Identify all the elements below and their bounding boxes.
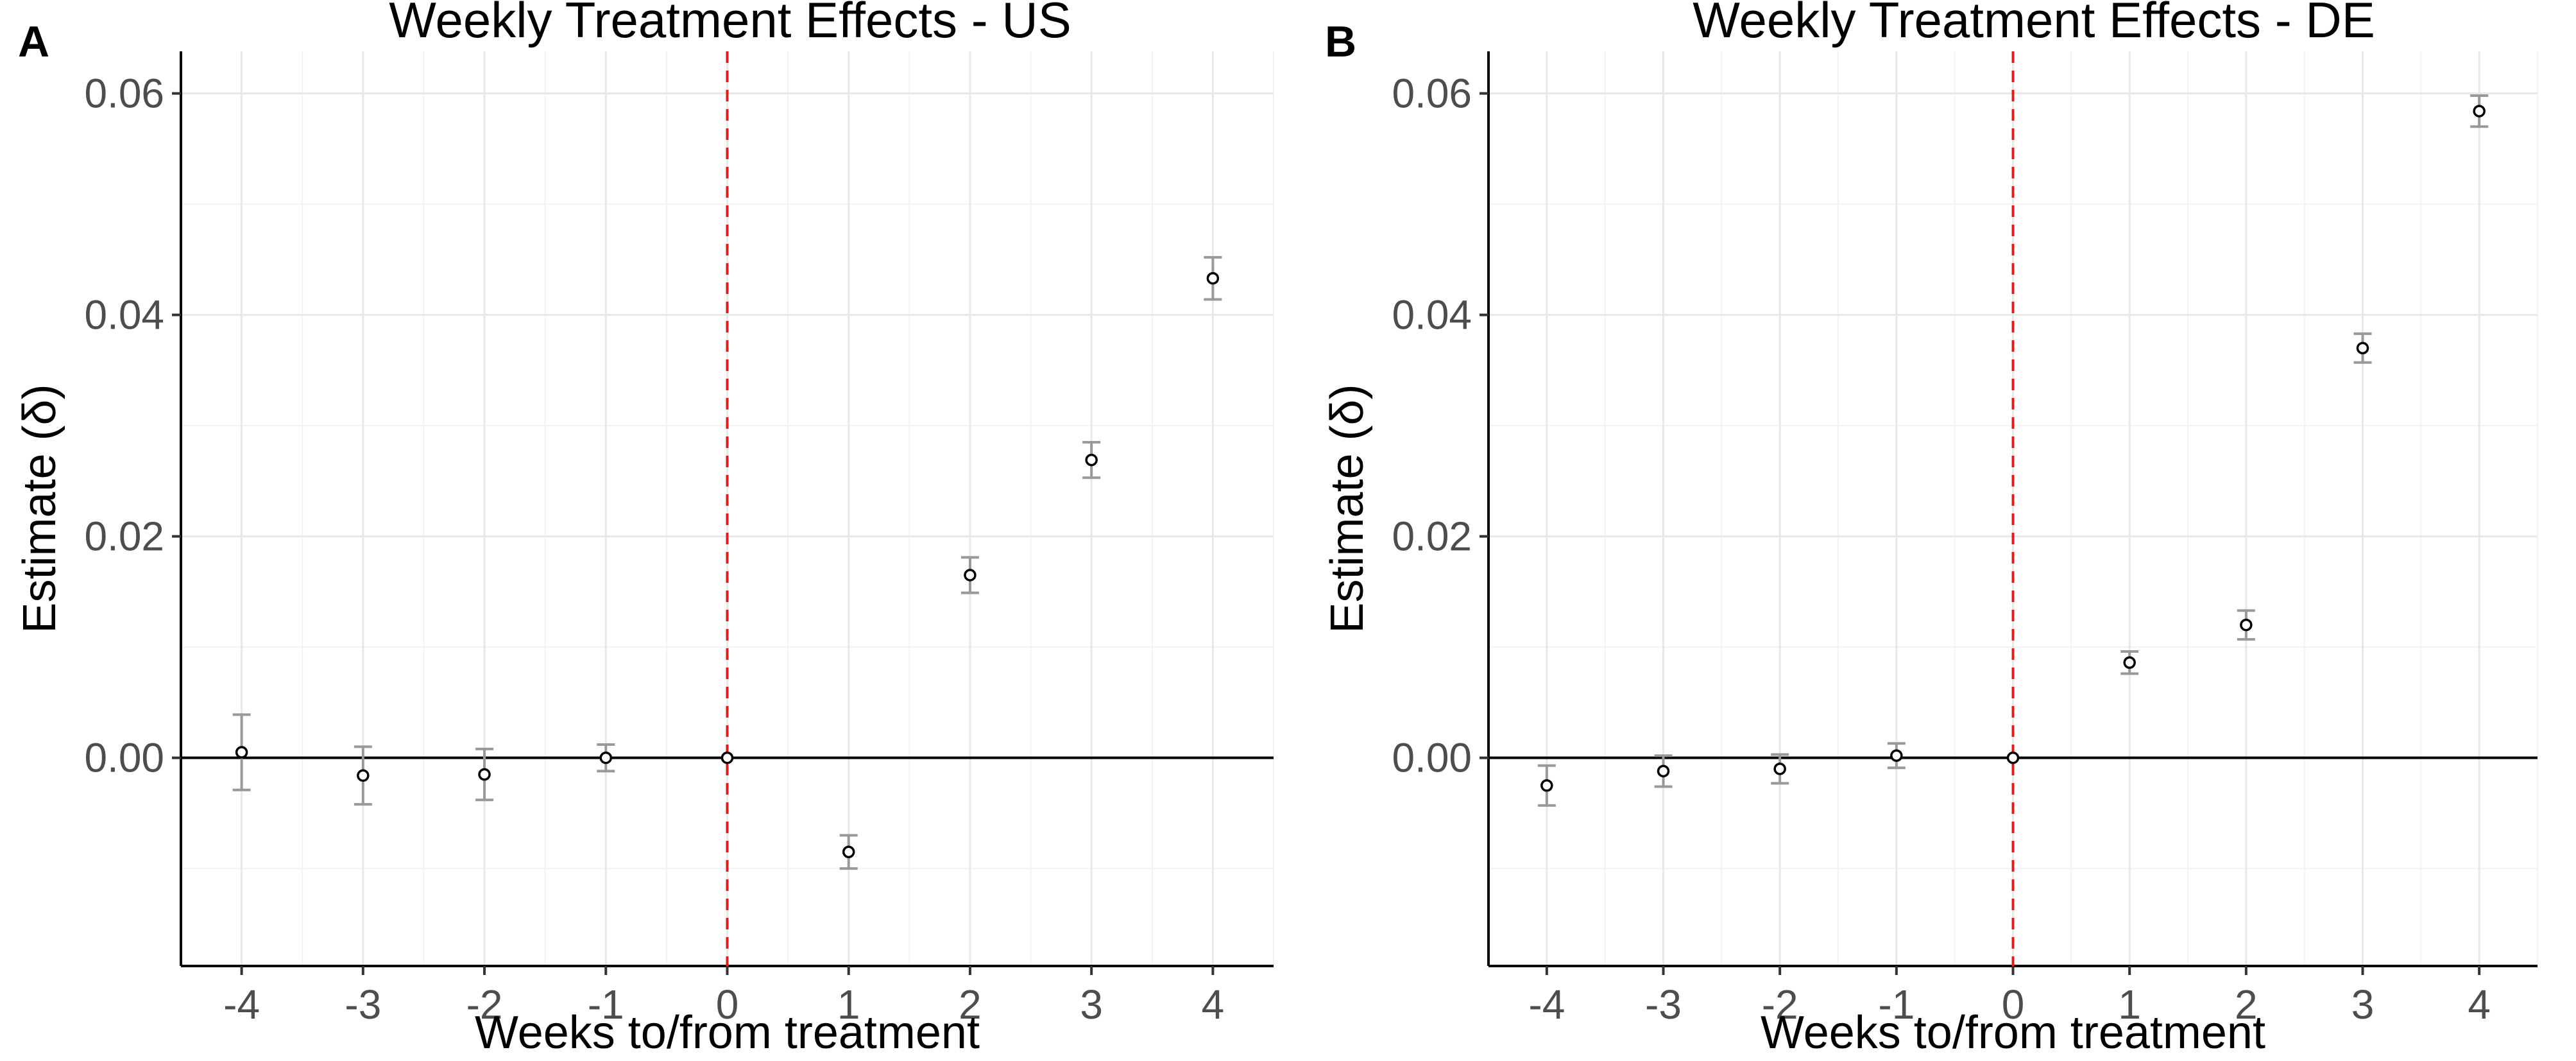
y-axis-title: Estimate (δ) [14, 384, 65, 633]
x-tick-label: -2 [1762, 981, 1798, 1028]
data-point [2240, 618, 2253, 632]
y-tick-label: 0.02 [84, 513, 164, 560]
data-point [478, 768, 491, 781]
x-tick-label: -4 [223, 981, 260, 1028]
y-tick-label: 0.06 [84, 71, 164, 117]
y-tick-label: 0.02 [1392, 513, 1472, 560]
data-point [2356, 341, 2369, 355]
x-tick-label: 2 [959, 981, 982, 1028]
data-point [599, 751, 613, 764]
data-point [1657, 764, 1670, 778]
panel-tag: B [1325, 17, 1356, 66]
chart-panel-b: -4 -3 -2 -1 0 1 2 3 4 0.00 0.02 0.04 0.06 Weeks to/fr… [1322, 0, 2538, 1058]
x-tick-label: -2 [466, 981, 503, 1028]
y-tick-label: 0.04 [84, 292, 164, 338]
y-tick-label: 0.00 [84, 735, 164, 781]
y-tick-label: 0.04 [1392, 292, 1472, 338]
x-tick-label: -3 [1645, 981, 1682, 1028]
data-point [2006, 751, 2020, 764]
data-point [2473, 105, 2486, 117]
x-tick-label: 1 [2118, 981, 2141, 1028]
data-point [357, 769, 370, 782]
x-tick-label: 3 [1080, 981, 1103, 1028]
data-point [1085, 453, 1098, 467]
data-point [2123, 656, 2136, 669]
x-tick-label: -4 [1528, 981, 1565, 1028]
x-tick-label: -3 [345, 981, 381, 1028]
x-tick-label: 1 [837, 981, 860, 1028]
data-point [1540, 779, 1553, 792]
y-axis-title: Estimate (δ) [1322, 384, 1373, 633]
chart-title: Weekly Treatment Effects - DE [1693, 0, 2375, 48]
data-point [964, 569, 977, 582]
x-tick-label: 0 [2002, 981, 2025, 1028]
data-point [235, 746, 248, 759]
data-point [1890, 749, 1903, 762]
chart-panel-a: -4 -3 -2 -1 0 1 2 3 4 0.00 0.02 0.04 0.06 Weeks to/fr… [14, 0, 1274, 1058]
data-point [721, 751, 734, 764]
y-tick-label: 0.06 [1392, 71, 1472, 117]
data-point [842, 845, 855, 859]
x-tick-label: 4 [1202, 981, 1225, 1028]
panel-tag: A [18, 17, 49, 66]
x-tick-label: -1 [1878, 981, 1915, 1028]
y-tick-label: 0.00 [1392, 735, 1472, 781]
x-tick-label: 0 [716, 981, 739, 1028]
data-point [1773, 763, 1786, 775]
x-axis-title: Weeks to/from treatment [475, 1007, 980, 1058]
x-tick-label: 3 [2351, 981, 2375, 1028]
x-tick-label: 2 [2235, 981, 2258, 1028]
x-axis-title: Weeks to/from treatment [1761, 1007, 2265, 1058]
data-point [1206, 272, 1220, 285]
x-tick-label: -1 [588, 981, 624, 1028]
chart-title: Weekly Treatment Effects - US [389, 0, 1071, 48]
x-tick-label: 4 [2468, 981, 2491, 1028]
